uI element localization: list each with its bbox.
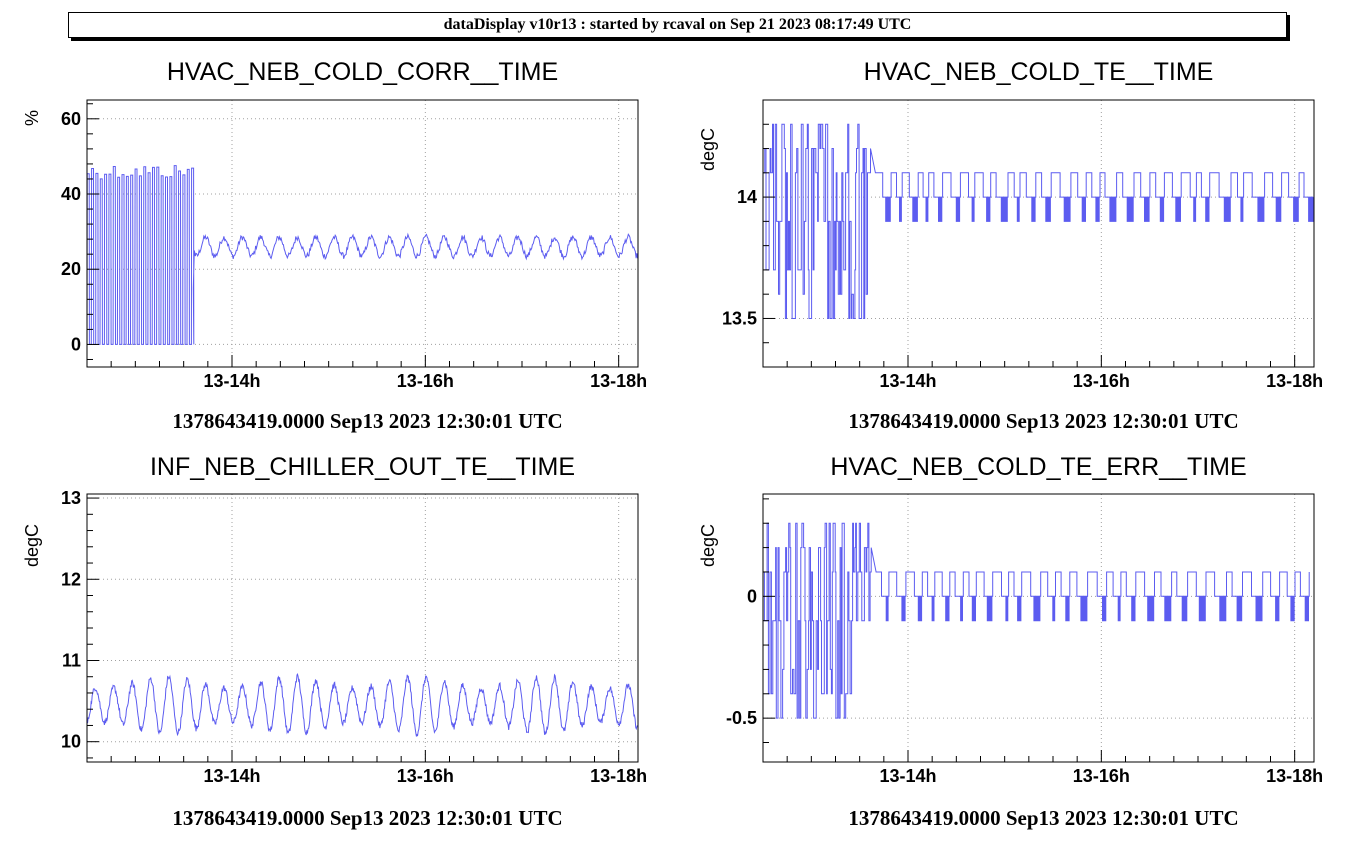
chart-panel-4: HVAC_NEB_COLD_TE_ERR__TIME degC 13-14h 13-1… bbox=[698, 453, 1323, 830]
x-tick-label: 13-18h bbox=[1266, 371, 1323, 391]
chart-panel-2: HVAC_NEB_COLD_TE__TIME degC 13-14h 13-16h 13… bbox=[698, 58, 1323, 433]
chart-footer-timestamp: 1378643419.0000 Sep13 2023 12:30:01 UTC bbox=[172, 409, 562, 433]
x-tick-label: 13-14h bbox=[879, 766, 936, 786]
y-tick-label: 20 bbox=[61, 259, 81, 279]
y-axis-label: degC bbox=[22, 524, 42, 567]
plot-frame bbox=[762, 99, 1315, 368]
series-line bbox=[763, 522, 1310, 719]
y-axis-label: degC bbox=[698, 128, 718, 171]
y-tick-label: 0 bbox=[71, 334, 81, 354]
y-tick-label: 12 bbox=[61, 569, 81, 589]
chart-title: INF_NEB_CHILLER_OUT_TE__TIME bbox=[150, 453, 575, 481]
y-axis-label: % bbox=[22, 110, 42, 126]
x-tick-label: 13-16h bbox=[1073, 371, 1130, 391]
y-tick-label: 10 bbox=[61, 732, 81, 752]
y-tick-label: -0.5 bbox=[726, 708, 757, 728]
y-tick-label: 13.5 bbox=[722, 308, 757, 328]
series-line bbox=[86, 165, 639, 345]
y-tick-label: 13 bbox=[61, 488, 81, 508]
x-tick-label: 13-14h bbox=[879, 371, 936, 391]
series-line bbox=[86, 673, 638, 737]
x-tick-label: 13-16h bbox=[397, 371, 454, 391]
x-tick-label: 13-16h bbox=[1073, 766, 1130, 786]
x-tick-label: 13-18h bbox=[1266, 766, 1323, 786]
series-line bbox=[763, 123, 1314, 319]
plot-frame bbox=[86, 99, 639, 368]
chart-title: HVAC_NEB_COLD_TE__TIME bbox=[864, 58, 1214, 86]
y-axis-label: degC bbox=[698, 524, 718, 567]
chart-title: HVAC_NEB_COLD_TE_ERR__TIME bbox=[830, 453, 1246, 481]
y-tick-label: 40 bbox=[61, 184, 81, 204]
chart-panel-1: HVAC_NEB_COLD_CORR__TIME% 13-14h 13-16h 13-… bbox=[22, 58, 647, 433]
y-tick-label: 60 bbox=[61, 109, 81, 129]
x-tick-label: 13-14h bbox=[203, 766, 260, 786]
x-tick-label: 13-16h bbox=[397, 766, 454, 786]
chart-footer-timestamp: 1378643419.0000 Sep13 2023 12:30:01 UTC bbox=[172, 806, 562, 830]
plot-frame bbox=[86, 493, 639, 763]
banner-title: dataDisplay v10r13 : started by rcaval o… bbox=[68, 12, 1287, 38]
x-tick-label: 13-14h bbox=[203, 371, 260, 391]
chart-footer-timestamp: 1378643419.0000 Sep13 2023 12:30:01 UTC bbox=[848, 806, 1238, 830]
y-tick-label: 14 bbox=[737, 187, 757, 207]
chart-title: HVAC_NEB_COLD_CORR__TIME bbox=[167, 58, 558, 86]
x-tick-label: 13-18h bbox=[590, 766, 647, 786]
plot-frame bbox=[762, 493, 1315, 763]
chart-footer-timestamp: 1378643419.0000 Sep13 2023 12:30:01 UTC bbox=[848, 409, 1238, 433]
y-tick-label: 11 bbox=[62, 650, 81, 670]
x-tick-label: 13-18h bbox=[590, 371, 647, 391]
y-tick-label: 0 bbox=[747, 586, 757, 606]
chart-panel-3: INF_NEB_CHILLER_OUT_TE__TIME degC 13-14h 13… bbox=[22, 453, 647, 830]
